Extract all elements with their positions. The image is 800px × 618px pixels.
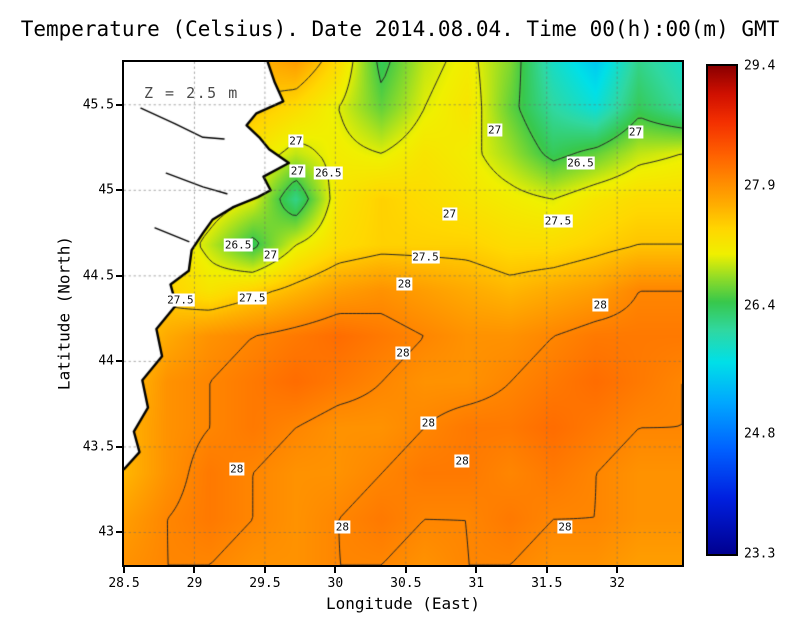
contour-label: 27.5 xyxy=(166,293,195,307)
x-tick-mark xyxy=(545,567,548,573)
x-tick-label: 31 xyxy=(468,576,485,591)
depth-annotation: Z = 2.5 m xyxy=(144,84,239,102)
x-tick-mark xyxy=(616,567,619,573)
x-tick-label: 28.5 xyxy=(108,576,140,591)
contour-label: 26.5 xyxy=(223,238,253,252)
x-tick-label: 29 xyxy=(186,576,203,591)
colorbar xyxy=(706,64,738,556)
y-axis-label: Latitude (North) xyxy=(54,235,74,391)
y-tick-mark xyxy=(116,274,122,277)
x-tick-mark xyxy=(404,567,407,573)
contour-label: 26.5 xyxy=(566,156,595,170)
x-tick-label: 30.5 xyxy=(390,576,422,591)
x-tick-label: 32 xyxy=(609,576,625,591)
contour-label: 27 xyxy=(289,164,305,178)
x-tick-mark xyxy=(193,567,196,573)
colorbar-tick-label: 26.4 xyxy=(744,298,776,314)
contour-label: 28 xyxy=(334,520,351,534)
x-tick-mark xyxy=(334,567,337,573)
contour-label: 27.5 xyxy=(411,250,440,264)
contour-label: 27.5 xyxy=(237,291,267,305)
colorbar-tick-label: 23.3 xyxy=(744,546,776,562)
y-tick-mark xyxy=(116,445,122,448)
x-axis-label: Longitude (East) xyxy=(325,594,481,613)
colorbar-tick-label: 29.4 xyxy=(744,58,776,74)
y-tick-label: 43 xyxy=(98,524,114,540)
plot-area: Z = 2.5 m 27 27 27 26.5 27 26.5 26.5 27 27 27.5 27… xyxy=(122,60,684,567)
x-tick-mark xyxy=(475,567,478,573)
y-tick-label: 44 xyxy=(98,353,114,369)
y-tick-label: 45 xyxy=(98,182,114,198)
temperature-field-canvas xyxy=(124,62,682,565)
contour-label: 28 xyxy=(396,277,413,291)
y-tick-mark xyxy=(116,189,122,192)
x-tick-mark xyxy=(263,567,266,573)
contour-label: 27 xyxy=(627,125,644,139)
colorbar-canvas xyxy=(708,66,736,554)
x-tick-label: 31.5 xyxy=(531,576,563,591)
contour-label: 28 xyxy=(420,416,436,430)
colorbar-tick-label: 24.8 xyxy=(744,426,776,442)
contour-label: 27.5 xyxy=(543,214,573,228)
contour-label: 28 xyxy=(229,462,245,476)
y-tick-label: 45.5 xyxy=(82,97,114,113)
x-tick-label: 30 xyxy=(327,576,344,591)
plot-title: Temperature (Celsius). Date 2014.08.04. … xyxy=(20,17,780,41)
contour-label: 28 xyxy=(395,346,411,360)
contour-label: 28 xyxy=(454,454,470,468)
contour-label: 27 xyxy=(441,207,458,221)
contour-label: 27 xyxy=(262,248,279,262)
y-tick-mark xyxy=(116,531,122,534)
x-tick-mark xyxy=(123,567,125,573)
y-tick-label: 44.5 xyxy=(82,268,114,284)
colorbar-tick-label: 27.9 xyxy=(744,178,776,194)
contour-label: 27 xyxy=(486,123,503,137)
y-tick-mark xyxy=(116,360,122,363)
y-tick-mark xyxy=(116,103,122,106)
contour-label: 26.5 xyxy=(314,166,343,180)
contour-label: 28 xyxy=(592,298,608,312)
contour-label: 27 xyxy=(288,134,304,148)
y-tick-label: 43.5 xyxy=(82,439,114,455)
contour-label: 28 xyxy=(557,520,573,534)
x-tick-label: 29.5 xyxy=(249,576,281,591)
